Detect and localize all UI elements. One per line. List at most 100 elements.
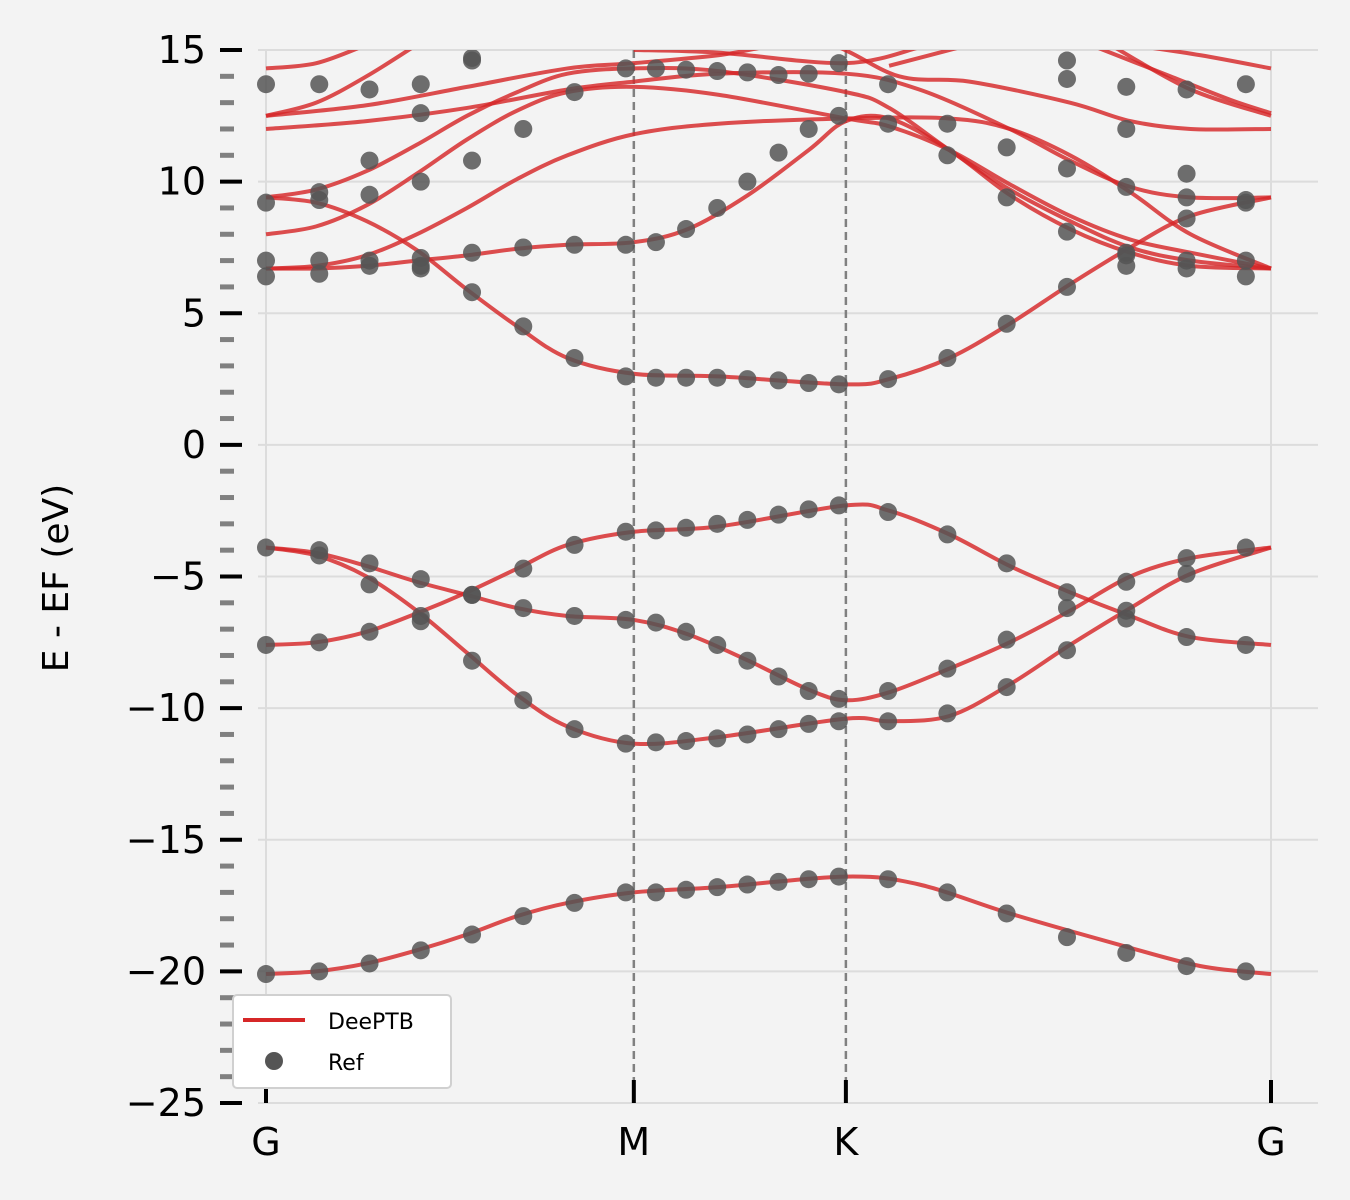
ref-point — [616, 522, 635, 541]
ref-point — [360, 80, 379, 99]
ref-point — [514, 907, 533, 926]
ref-point — [708, 635, 727, 654]
ref-point — [677, 622, 696, 641]
ref-point — [938, 114, 957, 133]
ref-point — [1236, 75, 1255, 94]
band-line — [888, 50, 958, 68]
ref-point — [1177, 957, 1196, 976]
y-tick-label: −5 — [150, 555, 206, 599]
band-line — [1098, 50, 1272, 116]
y-tick-label: −25 — [126, 1081, 206, 1125]
ref-point — [1236, 191, 1255, 210]
ref-point — [1057, 583, 1076, 602]
ref-point — [799, 119, 818, 138]
ref-point — [360, 575, 379, 594]
ref-point — [463, 585, 482, 604]
ref-point — [360, 151, 379, 170]
ref-point — [1177, 188, 1196, 207]
band-line — [265, 50, 1272, 132]
ref-point — [677, 368, 696, 387]
y-axis: 15 10 5 0 −5 −10 −15 −20 −25 — [126, 28, 242, 1125]
ref-point — [769, 720, 788, 739]
y-tick-label: 0 — [182, 423, 206, 467]
ref-point — [310, 251, 329, 270]
band-line — [265, 50, 413, 118]
ref-point — [769, 505, 788, 524]
ref-point — [1057, 159, 1076, 178]
ref-point — [514, 119, 533, 138]
ref-point — [463, 283, 482, 302]
ref-point — [879, 370, 898, 389]
ref-point — [738, 370, 757, 389]
ref-point — [738, 172, 757, 191]
ref-point — [1177, 80, 1196, 99]
ref-point — [514, 559, 533, 578]
ref-point — [310, 183, 329, 202]
ref-point — [310, 75, 329, 94]
ref-point — [411, 172, 430, 191]
ref-point — [708, 62, 727, 81]
ref-point — [738, 651, 757, 670]
ref-point — [411, 259, 430, 278]
ref-point — [1117, 943, 1136, 962]
ref-point — [1236, 962, 1255, 981]
ref-point — [1117, 609, 1136, 628]
ref-point — [514, 317, 533, 336]
ref-point — [463, 151, 482, 170]
ref-point — [411, 104, 430, 123]
ref-point — [411, 75, 430, 94]
ref-point — [514, 238, 533, 257]
ref-point — [257, 965, 275, 984]
x-tick-label: M — [617, 1120, 650, 1164]
ref-point — [360, 954, 379, 973]
y-axis-label: E - EF (eV) — [36, 484, 77, 672]
ref-point — [677, 880, 696, 899]
y-tick-label: 15 — [158, 28, 206, 72]
ref-point — [310, 633, 329, 652]
ref-point — [829, 375, 848, 394]
ref-point — [565, 893, 584, 912]
grid — [258, 49, 1318, 1104]
ref-point — [829, 496, 848, 515]
ref-point — [708, 729, 727, 748]
ref-point — [616, 367, 635, 386]
ref-point — [997, 554, 1016, 573]
ref-point — [463, 651, 482, 670]
ref-point — [646, 59, 665, 78]
ref-point — [708, 368, 727, 387]
ref-point — [1117, 256, 1136, 275]
ref-point — [738, 875, 757, 894]
ref-point — [1117, 243, 1136, 262]
ref-point — [310, 541, 329, 560]
x-tick-label: G — [251, 1120, 280, 1164]
ref-point — [1236, 538, 1255, 557]
ref-point — [829, 867, 848, 886]
ref-point — [829, 689, 848, 708]
ref-point — [1177, 251, 1196, 270]
ref-point — [708, 514, 727, 533]
ref-point — [997, 188, 1016, 207]
ref-point — [1177, 628, 1196, 647]
ref-point — [616, 59, 635, 78]
ref-point — [997, 904, 1016, 923]
ref-point — [769, 66, 788, 85]
y-tick-label: −10 — [126, 686, 206, 730]
ref-point — [1117, 572, 1136, 591]
ref-point — [565, 606, 584, 625]
ref-point — [879, 870, 898, 889]
ref-point — [708, 878, 727, 897]
ref-point — [799, 64, 818, 83]
ref-point — [257, 193, 275, 212]
x-tick-label: K — [833, 1120, 859, 1164]
ref-point — [677, 220, 696, 239]
ref-point — [677, 732, 696, 751]
ref-point — [360, 251, 379, 270]
ref-point — [565, 83, 584, 102]
ref-point — [769, 143, 788, 162]
legend-label-deeptb: DeePTB — [328, 1010, 414, 1035]
ref-point — [799, 682, 818, 701]
ref-point — [938, 349, 957, 368]
ref-point — [799, 374, 818, 393]
ref-point — [879, 682, 898, 701]
